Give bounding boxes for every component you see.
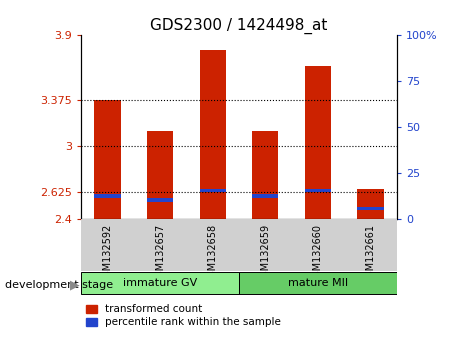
Bar — [94, 101, 120, 219]
Text: GSM132592: GSM132592 — [102, 224, 112, 283]
Text: GSM132660: GSM132660 — [313, 224, 323, 282]
Text: GSM132661: GSM132661 — [366, 224, 376, 282]
Text: GSM132659: GSM132659 — [260, 224, 270, 283]
Text: ▶: ▶ — [69, 279, 79, 291]
Bar — [357, 189, 384, 219]
Bar — [252, 131, 278, 219]
Bar — [147, 131, 173, 219]
Bar — [147, 198, 173, 202]
Text: GSM132658: GSM132658 — [208, 224, 218, 283]
Bar — [305, 66, 331, 219]
Bar — [94, 194, 120, 198]
Bar — [81, 272, 239, 295]
Text: development stage: development stage — [5, 280, 113, 290]
Bar — [199, 189, 226, 193]
Bar — [199, 50, 226, 219]
Bar — [357, 207, 384, 210]
Legend: transformed count, percentile rank within the sample: transformed count, percentile rank withi… — [87, 304, 281, 327]
Text: mature MII: mature MII — [288, 278, 348, 288]
Text: immature GV: immature GV — [123, 278, 197, 288]
Bar — [239, 272, 397, 295]
Bar — [252, 194, 278, 198]
Title: GDS2300 / 1424498_at: GDS2300 / 1424498_at — [150, 18, 328, 34]
Bar — [305, 189, 331, 193]
Text: GSM132657: GSM132657 — [155, 224, 165, 283]
